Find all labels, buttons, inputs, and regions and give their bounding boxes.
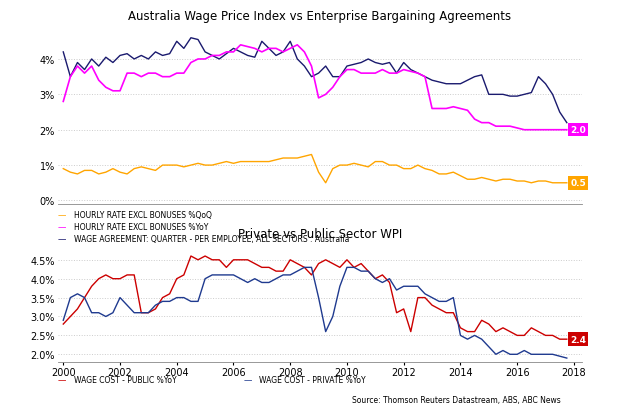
Text: WAGE AGREEMENT: QUARTER - PER EMPLOYEE, ALL SECTORS : Australia: WAGE AGREEMENT: QUARTER - PER EMPLOYEE, … [74,235,349,244]
Text: —: — [58,375,66,384]
Text: 2.0: 2.0 [570,126,586,135]
Text: WAGE COST - PUBLIC %YoY: WAGE COST - PUBLIC %YoY [74,375,176,384]
Text: HOURLY RATE EXCL BONUSES %YoY: HOURLY RATE EXCL BONUSES %YoY [74,222,208,231]
Text: —: — [58,222,66,231]
Title: Australia Wage Price Index vs Enterprise Bargaining Agreements: Australia Wage Price Index vs Enterprise… [129,10,511,23]
Title: Private vs Public Sector WPI: Private vs Public Sector WPI [238,227,402,240]
Text: HOURLY RATE EXCL BONUSES %QoQ: HOURLY RATE EXCL BONUSES %QoQ [74,210,211,219]
Text: Source: Thomson Reuters Datastream, ABS, ABC News: Source: Thomson Reuters Datastream, ABS,… [352,395,561,404]
Text: 0.5: 0.5 [570,179,586,188]
Text: —: — [58,235,66,244]
Text: WAGE COST - PRIVATE %YoY: WAGE COST - PRIVATE %YoY [259,375,366,384]
Text: —: — [58,210,66,219]
Text: —: — [243,375,252,384]
Text: 2.4: 2.4 [570,335,586,344]
